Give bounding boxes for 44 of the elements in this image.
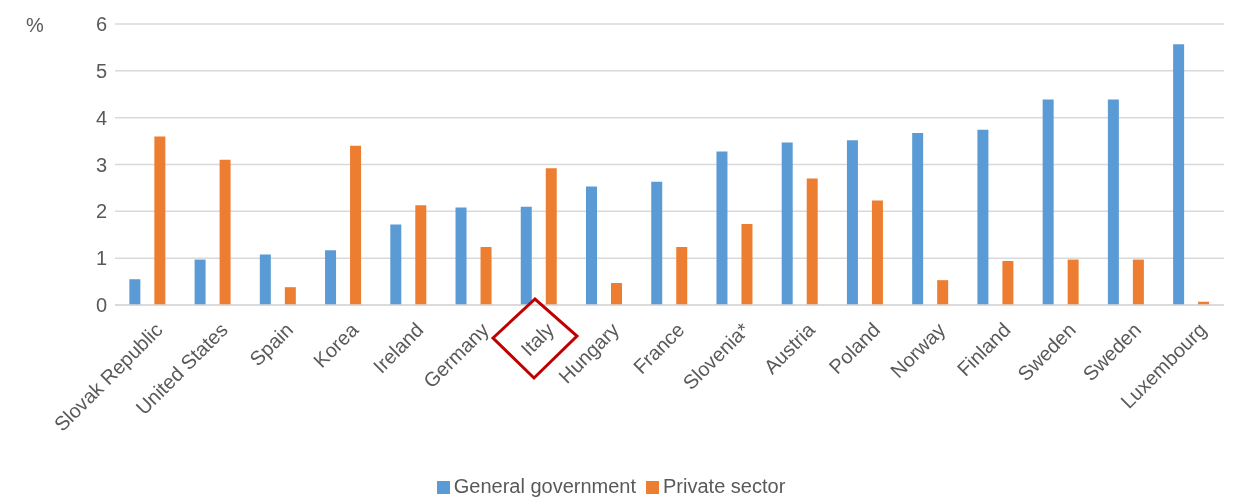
bar [545, 168, 557, 305]
bar [846, 140, 858, 305]
bar [741, 223, 753, 305]
bar [154, 136, 166, 305]
bar [219, 159, 231, 305]
bar [480, 246, 492, 305]
bar [676, 246, 688, 305]
x-tick-label: Italy [516, 318, 559, 360]
bar [977, 129, 989, 305]
bar [1002, 260, 1014, 305]
bar [586, 186, 597, 305]
bar [520, 206, 532, 305]
bar [781, 142, 793, 305]
y-tick-label: 6 [95, 13, 107, 36]
y-tick-label: 2 [95, 200, 107, 223]
bar [284, 287, 296, 305]
bar [1067, 259, 1079, 305]
bar [1107, 99, 1119, 305]
bar [651, 181, 663, 305]
bar [129, 279, 141, 305]
bar [716, 151, 728, 305]
y-axis-title: % [26, 14, 44, 37]
y-tick-label: 1 [95, 247, 107, 270]
bar [611, 282, 622, 305]
bar [259, 254, 271, 305]
bar [325, 250, 337, 305]
bar [937, 280, 949, 305]
y-tick-label: 5 [95, 59, 107, 82]
y-tick-label: 3 [95, 153, 107, 176]
y-tick-label: 0 [95, 294, 107, 317]
bar [1173, 44, 1185, 305]
bar [1042, 99, 1054, 305]
legend-label: Private sector [663, 475, 786, 497]
bar [390, 224, 402, 305]
bar [1132, 259, 1144, 305]
bar [912, 133, 924, 305]
bar [806, 178, 818, 305]
legend-label: General government [453, 475, 637, 497]
bar [871, 200, 883, 305]
y-tick-label: 4 [95, 106, 107, 129]
bar [455, 207, 467, 305]
bar [415, 205, 427, 305]
bar [194, 259, 206, 305]
bar [350, 145, 362, 305]
